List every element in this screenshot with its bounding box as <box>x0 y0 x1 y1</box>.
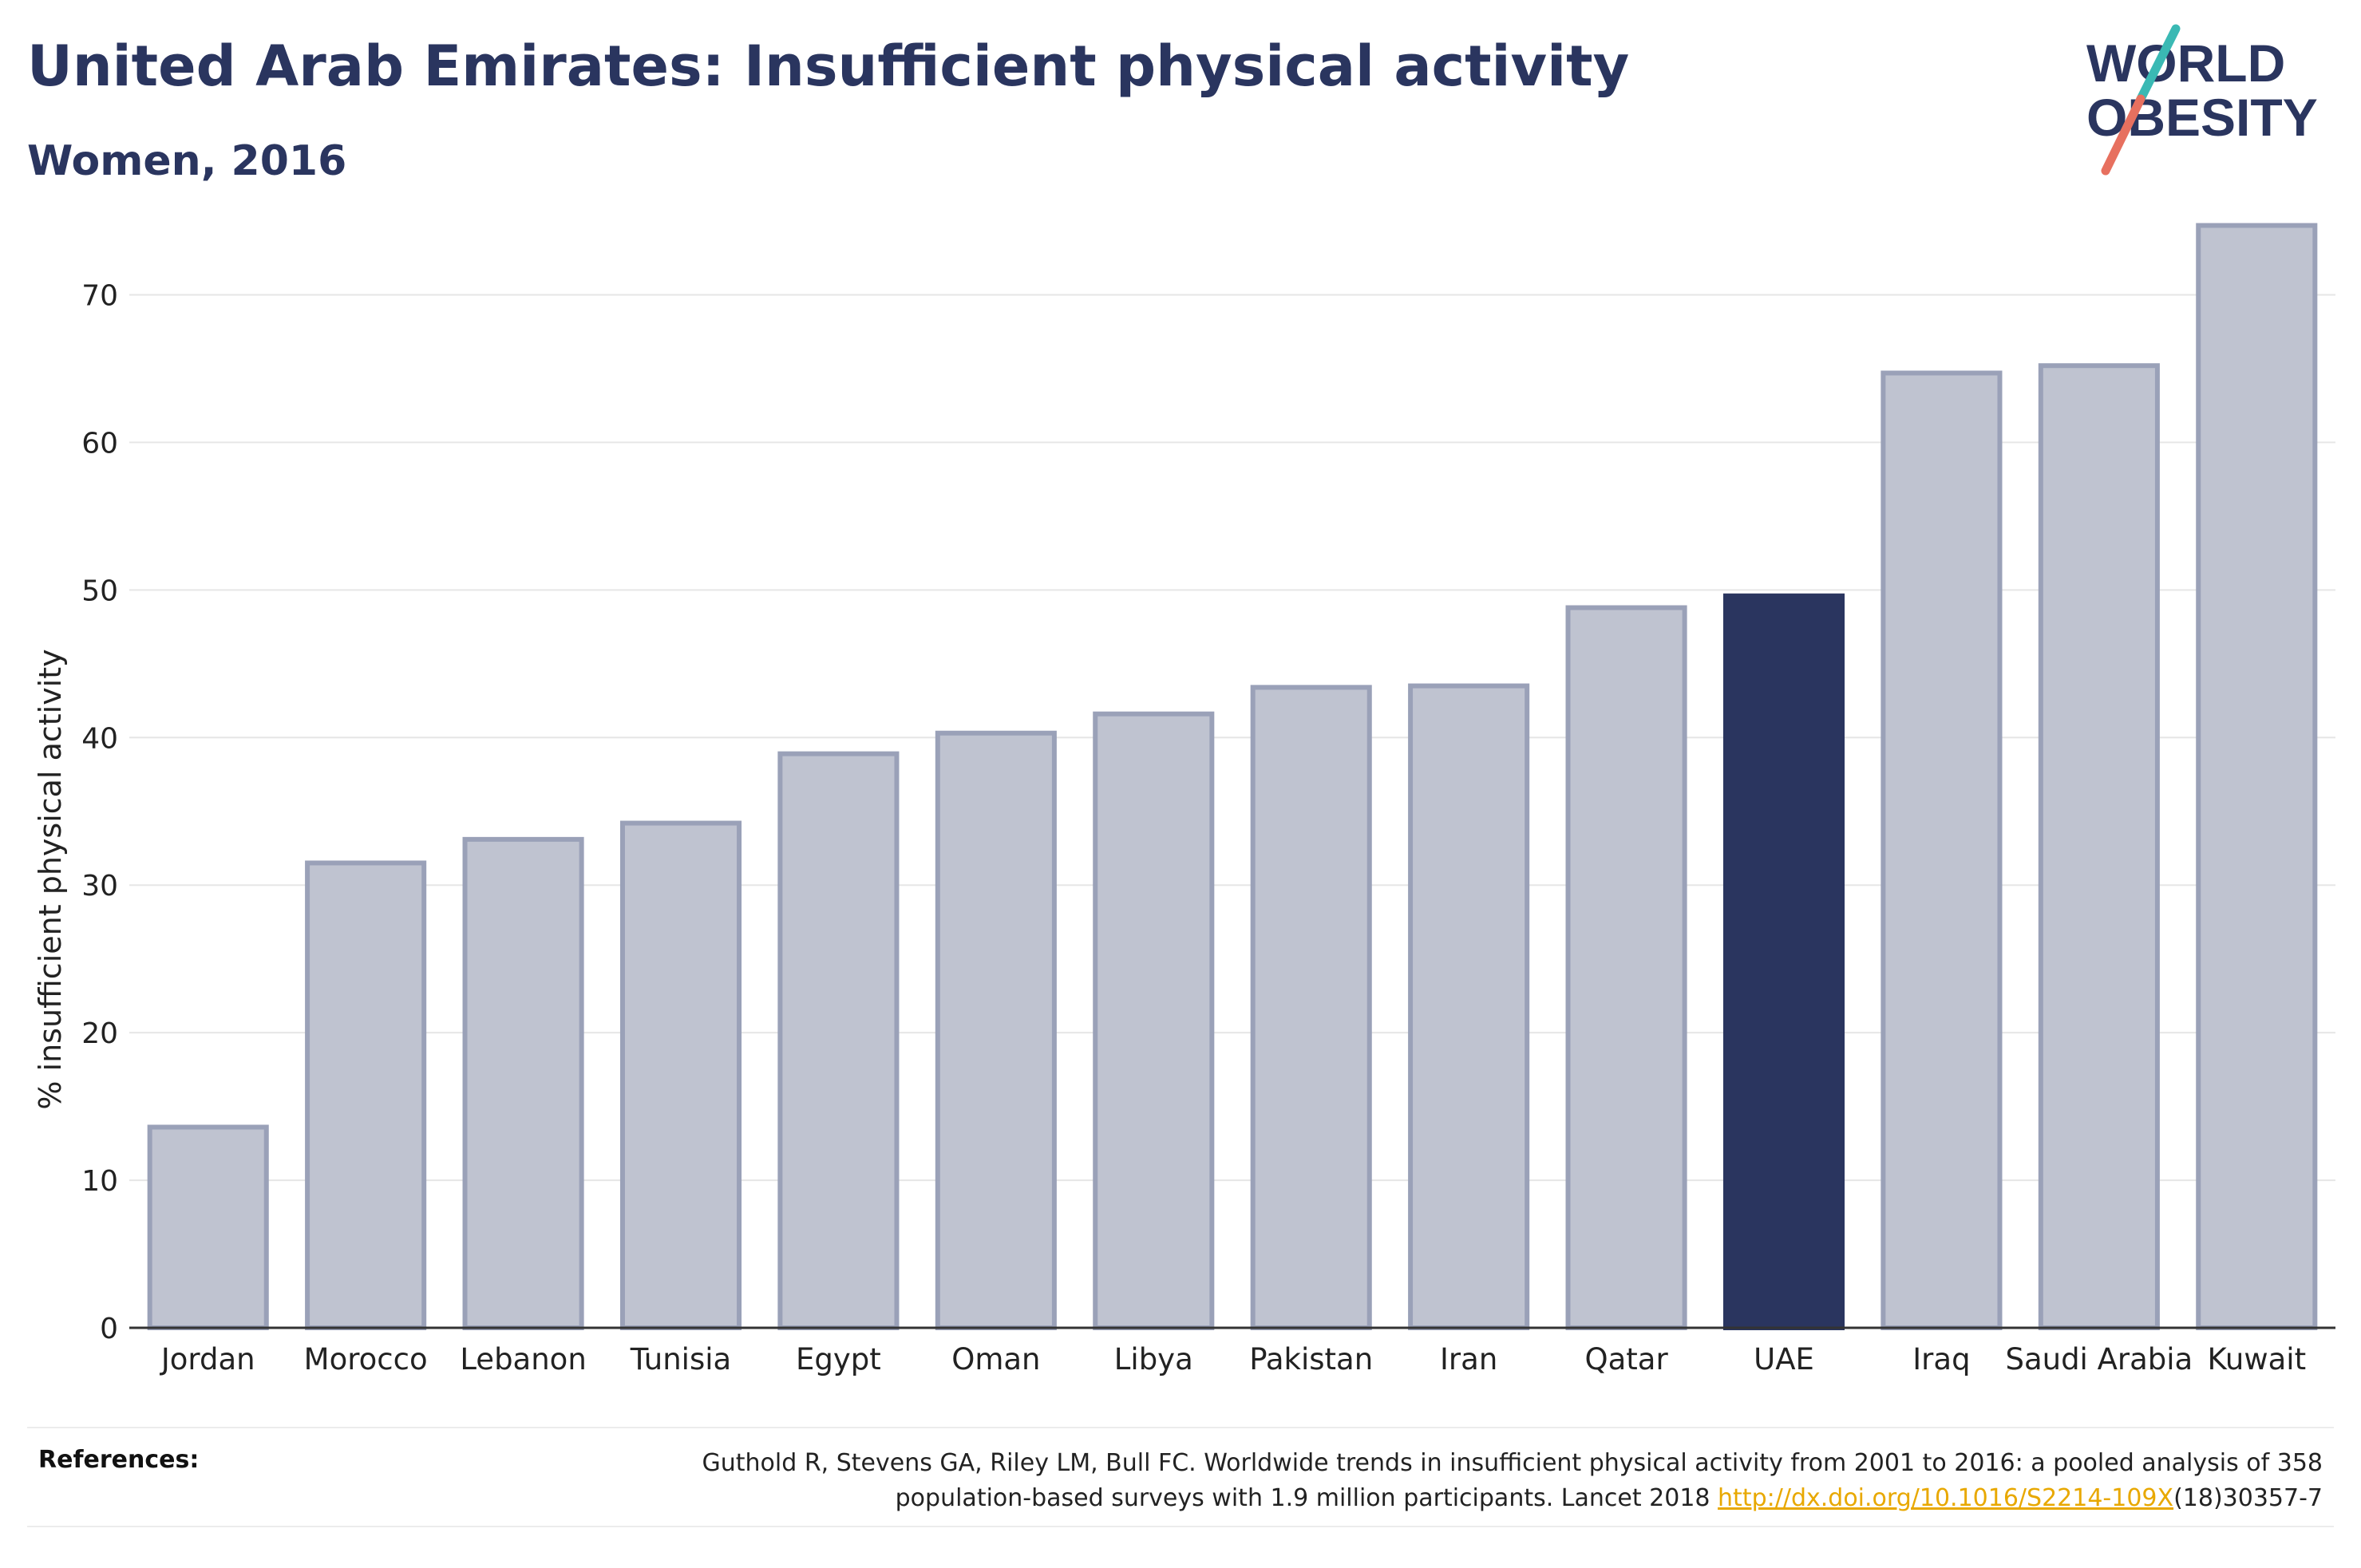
doi-link[interactable]: http://dx.doi.org/10.1016/S2214-109X <box>1718 1484 2174 1512</box>
x-tick-label: Morocco <box>304 1342 428 1376</box>
y-tick-label: 40 <box>81 722 118 755</box>
x-tick-label: Lebanon <box>460 1342 586 1376</box>
x-tick-label: Pakistan <box>1249 1342 1373 1376</box>
y-tick-label: 70 <box>81 279 118 312</box>
y-tick-labels: 0 10 20 30 40 50 60 70 <box>81 279 118 1345</box>
x-tick-label: Iraq <box>1912 1342 1970 1376</box>
x-tick-label: Jordan <box>160 1342 255 1376</box>
x-tick-labels: Jordan Morocco Lebanon Tunisia Egypt Oman Liby… <box>160 1342 2306 1376</box>
y-tick-label: 10 <box>81 1165 118 1198</box>
bar-oman <box>935 730 1057 1330</box>
bar-libya <box>1093 711 1215 1330</box>
citation-line-2-suffix: (18)30357-7 <box>2173 1484 2323 1512</box>
references-citation: Guthold R, Stevens GA, Riley LM, Bull FC… <box>702 1446 2323 1516</box>
y-axis-label: % insufficient physical activity <box>33 649 68 1109</box>
world-obesity-logo: WORLD OBESITY <box>2086 24 2318 176</box>
bar-lebanon <box>462 836 584 1331</box>
citation-line-2: population-based surveys with 1.9 millio… <box>702 1481 2323 1516</box>
bar-kuwait <box>2196 223 2318 1331</box>
x-tick-label: Tunisia <box>630 1342 731 1376</box>
bars <box>147 223 2318 1331</box>
x-tick-label: Kuwait <box>2207 1342 2306 1376</box>
y-tick-label: 20 <box>81 1017 118 1050</box>
x-tick-label: Saudi Arabia <box>2005 1342 2193 1376</box>
x-tick-label: Libya <box>1114 1342 1193 1376</box>
y-tick-label: 0 <box>100 1313 118 1345</box>
bar-iran <box>1408 683 1530 1330</box>
logo-slash-coral <box>2101 94 2145 176</box>
gridlines <box>129 294 2335 1182</box>
bar-qatar <box>1565 605 1687 1330</box>
bar-morocco <box>305 860 427 1331</box>
bar-iraq <box>1880 370 2003 1331</box>
citation-line-1: Guthold R, Stevens GA, Riley LM, Bull FC… <box>702 1449 2323 1477</box>
chart-title: United Arab Emirates: Insufficient physi… <box>27 34 1630 99</box>
references-label: References: <box>38 1446 200 1474</box>
bar-uae <box>1722 593 1845 1330</box>
logo-word-world: WORLD <box>2086 34 2285 93</box>
x-tick-label: Iran <box>1440 1342 1497 1376</box>
references-section: References: Guthold R, Stevens GA, Riley… <box>27 1427 2334 1527</box>
logo-slash-teal <box>2136 24 2181 104</box>
y-tick-label: 50 <box>81 575 118 607</box>
bar-saudi-arabia <box>2038 363 2160 1330</box>
y-tick-label: 60 <box>81 427 118 460</box>
x-tick-label: Qatar <box>1584 1342 1668 1376</box>
x-tick-label: UAE <box>1754 1342 1814 1376</box>
bar-chart: 0 10 20 30 40 50 60 70 Jordan Morocco Lebanon Tuni… <box>33 223 2335 1376</box>
bar-tunisia <box>619 820 742 1330</box>
citation-line-2-prefix: population-based surveys with 1.9 millio… <box>895 1484 1718 1512</box>
bar-jordan <box>147 1124 269 1330</box>
x-tick-label: Oman <box>951 1342 1040 1376</box>
x-tick-label: Egypt <box>796 1342 881 1376</box>
y-tick-label: 30 <box>81 870 118 902</box>
bar-pakistan <box>1250 685 1372 1330</box>
chart-subtitle: Women, 2016 <box>27 137 347 185</box>
bar-egypt <box>777 751 900 1330</box>
